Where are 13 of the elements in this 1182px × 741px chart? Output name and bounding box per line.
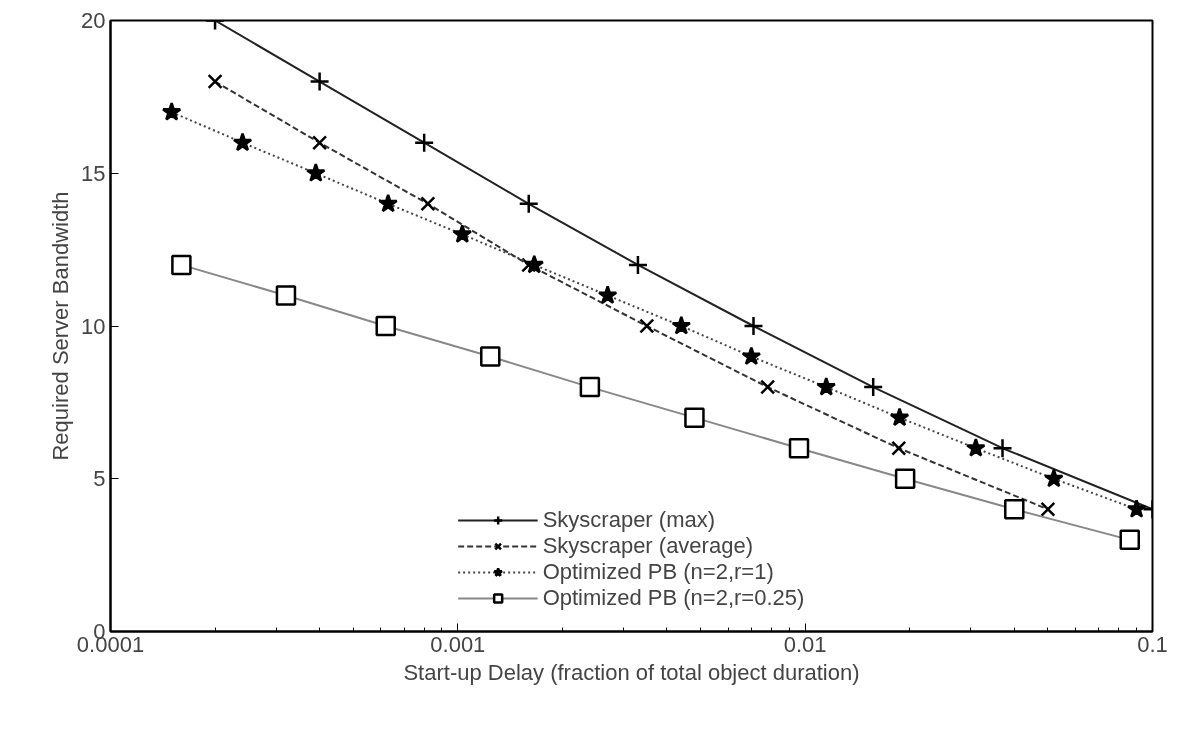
legend-label: Skyscraper (average) <box>542 533 753 559</box>
legend-label: Optimized PB (n=2,r=0.25) <box>542 585 805 611</box>
y-tick-label: 15 <box>81 160 106 186</box>
legend-label: Skyscraper (max) <box>542 507 716 533</box>
x-tick-label: 0.001 <box>430 631 486 657</box>
x-tick-label: 0.01 <box>783 631 827 657</box>
legend-label: Optimized PB (n=2,r=1) <box>542 559 774 585</box>
y-tick-label: 5 <box>93 466 106 492</box>
y-axis-title: Required Server Bandwidth <box>48 191 74 461</box>
y-tick-label: 10 <box>81 313 106 339</box>
y-tick-label: 20 <box>81 8 106 33</box>
x-tick-label: 0.1 <box>1137 631 1168 657</box>
x-axis-title: Start-up Delay (fraction of total object duration) <box>403 659 860 685</box>
